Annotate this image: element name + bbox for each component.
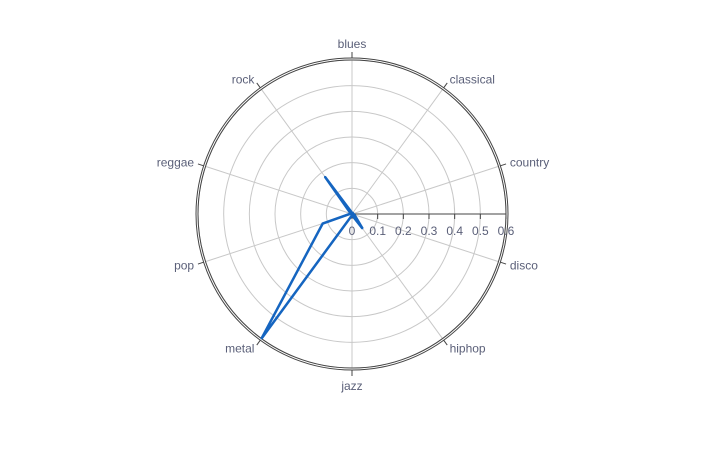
angular-label-rock: rock [232,73,256,87]
radial-tick-label: 0 [349,224,356,238]
angular-label-jazz: jazz [340,379,362,393]
grid-spoke [351,89,443,215]
angular-tick [197,163,204,167]
grid-spoke [205,165,353,215]
angular-tick [256,82,261,89]
angular-label-reggae: reggae [157,156,195,170]
radial-tick-label: 0.2 [395,224,412,238]
data-point-disco [353,213,356,216]
angular-tick [500,163,507,167]
data-point-jazz [351,214,353,217]
angular-label-disco: disco [510,258,538,272]
angular-label-pop: pop [174,258,194,272]
angular-tick [256,339,261,346]
angular-label-metal: metal [225,341,254,355]
data-point-rock [324,175,326,178]
outer-ring-outer [195,57,509,371]
angular-tick [443,339,448,346]
angular-label-classical: classical [450,73,495,87]
data-point-hiphop [361,227,364,230]
radial-tick-label: 0.6 [498,224,515,238]
data-point-country [352,212,355,215]
angular-tick [443,82,448,89]
series-layer [260,175,364,340]
angular-tick [197,261,204,265]
radial-tick-label: 0.1 [369,224,386,238]
grid-spoke [351,165,499,215]
label-layer: 0 0.1 0.2 0.3 0.4 0.5 0.6 blues classical country… [157,37,549,393]
angular-label-hiphop: hiphop [450,341,486,355]
grid-spoke [351,213,499,263]
grid-spoke [351,213,443,339]
radial-tick-label: 0.4 [446,224,463,238]
angular-label-blues: blues [338,37,367,51]
angular-label-country: country [510,156,549,170]
grid-layer [195,52,509,376]
radial-tick-label: 0.3 [421,224,438,238]
data-point-metal [260,337,263,340]
data-point-pop [321,222,324,225]
data-point-reggae [349,212,352,215]
radial-tick-label: 0.5 [472,224,489,238]
angular-tick [500,261,507,265]
